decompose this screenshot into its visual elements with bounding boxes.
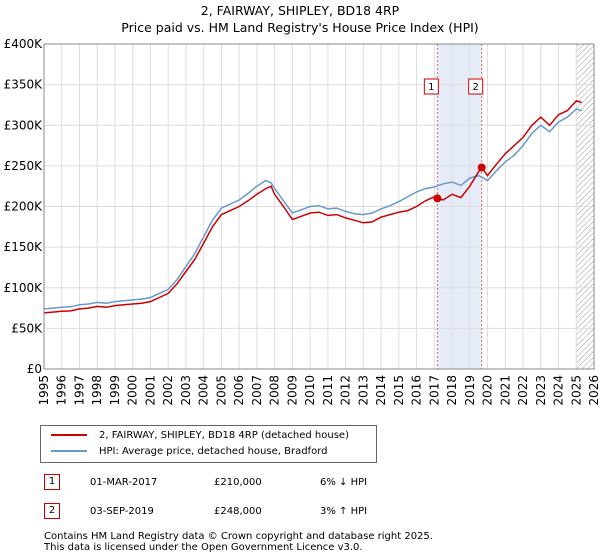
x-tick-label: 2026 (587, 375, 600, 406)
hpi-line (43, 108, 582, 310)
x-tick-label: 2011 (321, 375, 335, 406)
legend-item-price: 2, FAIRWAY, SHIPLEY, BD18 4RP (detached … (51, 429, 349, 443)
sale-number-badge: 1 (44, 474, 60, 490)
chart-legend: 2, FAIRWAY, SHIPLEY, BD18 4RP (detached … (40, 425, 377, 463)
x-tick-label: 1996 (55, 375, 69, 406)
x-tick-label: 1999 (108, 375, 122, 406)
legend-hpi-swatch (51, 450, 87, 452)
y-tick-label: £400K (4, 37, 44, 51)
x-tick-label: 2019 (463, 375, 477, 406)
price-paid-line (43, 100, 582, 314)
x-tick-label: 2013 (356, 375, 370, 406)
sale-label-box (468, 78, 484, 95)
y-tick-label: £350K (4, 78, 44, 92)
x-tick-label: 2012 (339, 375, 353, 406)
x-tick-label: 2024 (552, 375, 566, 406)
footer-copyright: Contains HM Land Registry data © Crown c… (44, 531, 433, 542)
sale-hpi-diff: 6% ↓ HPI (320, 477, 368, 488)
sale-price: £210,000 (214, 477, 262, 488)
price-chart: £0 £50K £100K £150K £200K £250K £300K £350K £400… (4, 37, 600, 406)
legend-price-swatch (51, 434, 87, 436)
x-tick-label: 2006 (232, 375, 246, 406)
sale-point (433, 194, 442, 203)
x-tick-label: 1997 (72, 375, 86, 406)
x-tick-label: 2007 (250, 375, 264, 406)
x-tick-label: 2009 (285, 375, 299, 406)
x-tick-label: 2020 (481, 375, 495, 406)
x-tick-label: 2025 (569, 375, 583, 406)
legend-hpi-label: HPI: Average price, detached house, Brad… (99, 446, 328, 457)
x-tick-label: 2000 (126, 375, 140, 406)
y-tick-label: £300K (4, 118, 44, 132)
x-tick-label: 2018 (445, 375, 459, 406)
sale-hpi-diff: 3% ↑ HPI (320, 506, 368, 517)
y-tick-label: £50K (11, 321, 43, 335)
sale-number-badge: 2 (44, 503, 60, 519)
x-tick-label: 2004 (197, 375, 211, 406)
legend-item-hpi: HPI: Average price, detached house, Brad… (51, 445, 327, 459)
x-tick-label: 2001 (143, 375, 157, 406)
chart-title-block: 2, FAIRWAY, SHIPLEY, BD18 4RP Price paid… (0, 2, 600, 36)
sale-price: £248,000 (214, 506, 262, 517)
y-tick-label: £250K (4, 159, 44, 173)
x-tick-label: 1995 (37, 375, 51, 406)
x-tick-label: 2003 (179, 375, 193, 406)
x-tick-label: 2022 (516, 375, 530, 406)
x-tick-label: 2002 (161, 375, 175, 406)
sale-label: 1 (428, 82, 434, 93)
x-tick-label: 2008 (268, 375, 282, 406)
y-tick-label: £100K (4, 281, 44, 295)
sale-label-box (423, 78, 439, 95)
sale-label: 2 (473, 82, 479, 93)
sale-date: 03-SEP-2019 (90, 506, 154, 517)
x-tick-label: 2023 (534, 375, 548, 406)
x-tick-label: 1998 (90, 375, 104, 406)
footer-licence: This data is licensed under the Open Gov… (44, 542, 363, 553)
plot-border (43, 43, 595, 370)
legend-price-label: 2, FAIRWAY, SHIPLEY, BD18 4RP (detached … (99, 430, 349, 441)
x-tick-label: 2010 (303, 375, 317, 406)
x-tick-label: 2017 (427, 375, 441, 406)
sale-point (477, 163, 486, 172)
y-tick-label: £200K (4, 200, 44, 214)
y-tick-label: £0 (27, 362, 42, 376)
chart-subtitle: Price paid vs. HM Land Registry's House … (121, 20, 479, 35)
sale-date: 01-MAR-2017 (90, 477, 158, 488)
footer: Contains HM Land Registry data © Crown c… (44, 531, 433, 553)
x-tick-label: 2015 (392, 375, 406, 406)
x-tick-label: 2014 (374, 375, 388, 406)
chart-title: 2, FAIRWAY, SHIPLEY, BD18 4RP (200, 3, 400, 18)
x-tick-label: 2021 (498, 375, 512, 406)
y-tick-label: £150K (4, 240, 44, 254)
x-tick-label: 2005 (214, 375, 228, 406)
x-tick-label: 2016 (410, 375, 424, 406)
